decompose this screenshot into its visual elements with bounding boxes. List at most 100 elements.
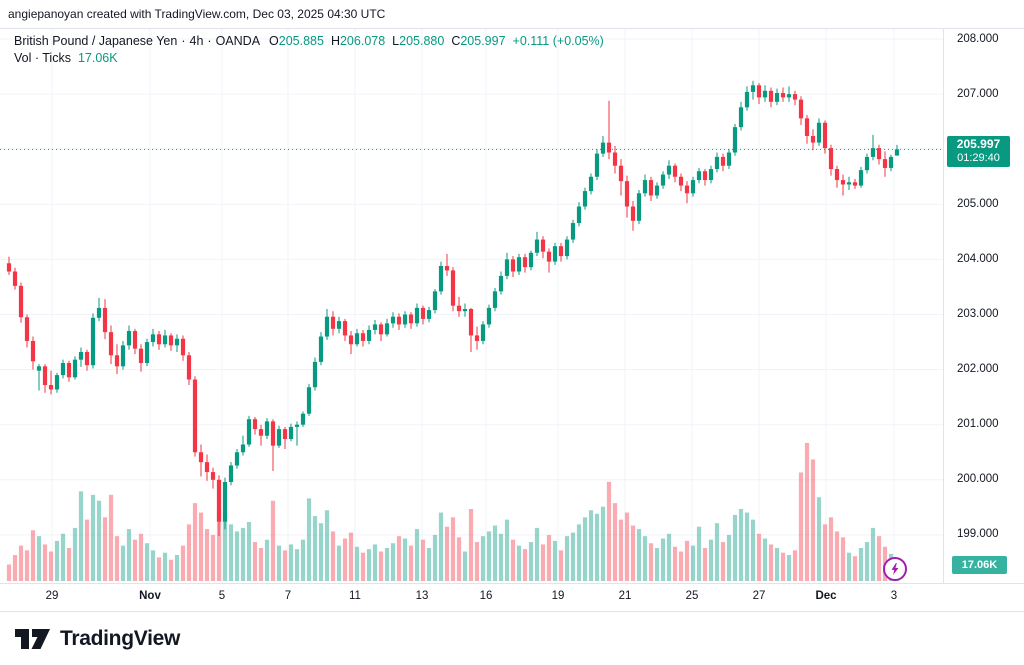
candle-body <box>828 148 834 170</box>
volume-bar <box>720 542 726 581</box>
volume-bar <box>72 527 78 581</box>
candle-body <box>618 165 624 182</box>
candle-body <box>444 266 450 271</box>
volume-bar <box>18 545 24 581</box>
volume-bar <box>186 524 192 581</box>
price-axis[interactable]: 208.000207.000206.000205.000204.000203.0… <box>943 28 1024 583</box>
volume-bar <box>114 536 120 581</box>
volume-bar <box>576 524 582 581</box>
volume-bar <box>216 507 222 581</box>
volume-bar <box>444 526 450 581</box>
volume-bar <box>648 543 654 581</box>
volume-bar <box>390 543 396 581</box>
candle-body <box>66 362 72 378</box>
volume-bar <box>156 557 162 581</box>
volume-bar <box>624 512 630 581</box>
candle-body <box>336 321 342 329</box>
candle-body <box>438 266 444 292</box>
volume-bar <box>792 550 798 581</box>
volume-bar <box>450 517 456 581</box>
interval[interactable]: 4h <box>189 34 204 48</box>
candle-body <box>258 429 264 436</box>
close-value: 205.997 <box>460 34 506 48</box>
volume-bar <box>810 459 816 581</box>
volume-bar <box>684 540 690 581</box>
candle-body <box>882 159 888 168</box>
volume-bar <box>468 509 474 581</box>
volume-row[interactable]: Vol · Ticks 17.06K <box>14 50 604 67</box>
candle-body <box>114 355 120 367</box>
candle-body <box>318 336 324 362</box>
volume-bar <box>162 552 168 581</box>
volume-bar <box>522 549 528 581</box>
candle-body <box>708 169 714 181</box>
boost-button[interactable] <box>883 557 907 581</box>
low-value: 205.880 <box>399 34 445 48</box>
candle-body <box>330 316 336 329</box>
volume-bar <box>582 517 588 581</box>
time-tick-label: 27 <box>752 590 766 602</box>
candle-body <box>534 239 540 253</box>
attribution-text: angiepanoyan created with TradingView.co… <box>8 7 386 21</box>
volume-bar <box>198 512 204 581</box>
candle-body <box>630 206 636 221</box>
volume-bar <box>108 494 114 581</box>
price-tick-label: 204.000 <box>957 252 999 265</box>
volume-bar <box>672 546 678 581</box>
time-axis[interactable]: 29 Nov 5 7 11 13 16 19 21 25 27 Dec 3 <box>0 583 1024 612</box>
volume-bar <box>378 551 384 581</box>
tradingview-logo[interactable]: TradingView <box>13 626 180 652</box>
volume-bar <box>24 550 30 581</box>
candle-body <box>528 252 534 268</box>
volume-bar <box>408 545 414 581</box>
volume-bar <box>420 539 426 581</box>
volume-bar <box>432 534 438 581</box>
last-price: 205.997 <box>956 137 1001 151</box>
candle-body <box>234 452 240 466</box>
volume-bar <box>726 534 732 581</box>
legend: British Pound / Japanese Yen · 4h · OANDA O20… <box>14 33 604 67</box>
volume-bar <box>438 512 444 581</box>
candle-body <box>738 107 744 128</box>
volume-bar <box>66 547 72 581</box>
candle-body <box>222 482 228 522</box>
candle-body <box>474 335 480 341</box>
candle-body <box>408 314 414 324</box>
price-tick-label: 201.000 <box>957 418 999 431</box>
volume-label: Vol · Ticks <box>14 51 71 65</box>
candle-body <box>156 334 162 345</box>
time-tick-label: 7 <box>284 590 292 602</box>
volume-bar <box>780 552 786 581</box>
volume-bar <box>240 527 246 581</box>
volume-bar <box>192 503 198 581</box>
chart-area[interactable]: British Pound / Japanese Yen · 4h · OANDA O20… <box>0 28 1024 612</box>
candle-body <box>216 479 222 522</box>
candle-body <box>120 345 126 367</box>
candlestick-chart[interactable] <box>0 28 1024 612</box>
symbol-name[interactable]: British Pound / Japanese Yen <box>14 34 178 48</box>
candle-body <box>564 239 570 257</box>
volume-bar <box>126 529 132 581</box>
candle-body <box>180 338 186 356</box>
candle-body <box>522 257 528 268</box>
candle-body <box>654 185 660 196</box>
volume-bar <box>714 523 720 581</box>
volume-bar <box>696 526 702 581</box>
candle-body <box>426 310 432 319</box>
volume-bar <box>324 510 330 581</box>
candle-body <box>870 148 876 157</box>
candle-body <box>684 185 690 194</box>
candle-body <box>60 362 66 376</box>
volume-bar <box>150 550 156 581</box>
symbol-row[interactable]: British Pound / Japanese Yen · 4h · OANDA O20… <box>14 33 604 50</box>
volume-bar <box>834 531 840 581</box>
candle-body <box>612 152 618 166</box>
candle-body <box>324 316 330 337</box>
candle-body <box>834 169 840 181</box>
candle-body <box>204 462 210 473</box>
volume-bar <box>846 552 852 581</box>
volume-bar <box>42 544 48 581</box>
price-tick-label: 205.000 <box>957 197 999 210</box>
candle-body <box>396 316 402 325</box>
volume-bar <box>546 534 552 581</box>
